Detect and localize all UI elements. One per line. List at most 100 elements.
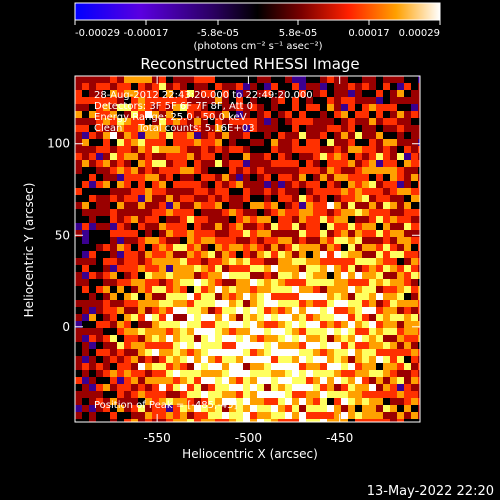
heatmap-cell [264, 244, 272, 252]
heatmap-cell [229, 195, 237, 203]
heatmap-cell [82, 363, 90, 371]
heatmap-cell [348, 307, 356, 315]
heatmap-cell [390, 160, 398, 168]
heatmap-cell [131, 265, 139, 273]
heatmap-cell [313, 251, 321, 259]
heatmap-cell [397, 167, 405, 175]
heatmap-cell [180, 258, 188, 266]
heatmap-cell [229, 349, 237, 357]
heatmap-cell [327, 272, 335, 280]
heatmap-cell [341, 300, 349, 308]
heatmap-cell [327, 251, 335, 259]
heatmap-cell [299, 132, 307, 140]
heatmap-cell [341, 419, 349, 422]
heatmap-cell [229, 258, 237, 266]
heatmap-cell [180, 342, 188, 350]
heatmap-cell [103, 300, 111, 308]
heatmap-cell [159, 202, 167, 210]
heatmap-cell [131, 286, 139, 294]
heatmap-cell [271, 384, 279, 392]
heatmap-cell [376, 307, 384, 315]
heatmap-cell [201, 272, 209, 280]
heatmap-cell [348, 377, 356, 385]
heatmap-cell [411, 293, 419, 301]
heatmap-cell [285, 300, 293, 308]
heatmap-cell [369, 132, 377, 140]
heatmap-cell [208, 104, 216, 112]
heatmap-cell [159, 342, 167, 350]
heatmap-cell [96, 293, 104, 301]
heatmap-cell [215, 335, 223, 343]
heatmap-cell [355, 174, 363, 182]
heatmap-cell [180, 391, 188, 399]
heatmap-cell [236, 370, 244, 378]
heatmap-cell [89, 195, 97, 203]
heatmap-cell [411, 195, 419, 203]
heatmap-cell [376, 188, 384, 196]
heatmap-cell [131, 279, 139, 287]
heatmap-cell [348, 286, 356, 294]
heatmap-cell [383, 209, 391, 217]
heatmap-cell [383, 83, 391, 91]
heatmap-cell [166, 174, 174, 182]
heatmap-cell [376, 181, 384, 189]
heatmap-cell [278, 132, 286, 140]
heatmap-cell [341, 209, 349, 217]
heatmap-cell [89, 104, 97, 112]
heatmap-cell [271, 76, 279, 84]
heatmap-cell [383, 125, 391, 133]
heatmap-cell [152, 146, 160, 154]
heatmap-cell [173, 405, 181, 413]
heatmap-cell [75, 384, 83, 392]
heatmap-cell [404, 153, 412, 161]
heatmap-cell [320, 118, 328, 126]
heatmap-cell [292, 76, 300, 84]
heatmap-cell [250, 412, 258, 420]
heatmap-cell [383, 384, 391, 392]
heatmap-cell [222, 160, 230, 168]
heatmap-cell [159, 97, 167, 105]
heatmap-cell [103, 265, 111, 273]
heatmap-cell [215, 356, 223, 364]
heatmap-cell [194, 76, 202, 84]
heatmap-cell [348, 244, 356, 252]
heatmap-cell [82, 237, 90, 245]
heatmap-cell [285, 412, 293, 420]
heatmap-cell [264, 370, 272, 378]
heatmap-cell [320, 300, 328, 308]
heatmap-cell [355, 398, 363, 406]
heatmap-cell [215, 237, 223, 245]
heatmap-cell [103, 118, 111, 126]
heatmap-cell [131, 223, 139, 231]
heatmap-cell [292, 307, 300, 315]
heatmap-cell [306, 328, 314, 336]
heatmap-cell [215, 370, 223, 378]
heatmap-cell [257, 118, 265, 126]
heatmap-cell [152, 314, 160, 322]
heatmap-cell [82, 160, 90, 168]
heatmap-cell [250, 356, 258, 364]
heatmap-cell [124, 188, 132, 196]
heatmap-cell [292, 195, 300, 203]
heatmap-cell [390, 419, 398, 422]
heatmap-cell [103, 356, 111, 364]
heatmap-cell [376, 398, 384, 406]
heatmap-cell [383, 356, 391, 364]
heatmap-cell [292, 342, 300, 350]
heatmap-cell [383, 328, 391, 336]
heatmap-cell [369, 237, 377, 245]
heatmap-cell [264, 307, 272, 315]
heatmap-cell [383, 342, 391, 350]
heatmap-cell [159, 125, 167, 133]
heatmap-cell [208, 160, 216, 168]
heatmap-cell [285, 223, 293, 231]
heatmap-cell [103, 132, 111, 140]
heatmap-cell [89, 419, 97, 422]
heatmap-cell [152, 300, 160, 308]
heatmap-cell [306, 181, 314, 189]
heatmap-cell [82, 90, 90, 98]
heatmap-cell [397, 251, 405, 259]
heatmap-cell [124, 335, 132, 343]
heatmap-cell [299, 384, 307, 392]
heatmap-cell [278, 111, 286, 119]
